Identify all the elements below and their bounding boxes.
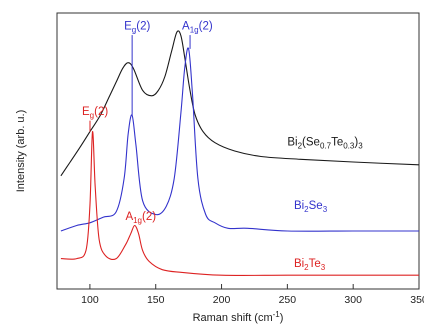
- series-line-0: [60, 30, 420, 177]
- peak-annotation-3: A1g(2): [125, 211, 156, 225]
- x-axis-label-sup: -1: [273, 310, 281, 319]
- series-label-0: Bi2(Se0.7Te0.3)3: [287, 136, 363, 150]
- annotations-group: Eg(2) A1g(2) Eg(2) A1g(2): [82, 21, 213, 225]
- plot-frame: [56, 12, 420, 290]
- peak-annotation-2: Eg(2): [82, 106, 108, 120]
- peak-annotation-0: Eg(2): [124, 21, 150, 35]
- series-group: [60, 30, 420, 276]
- x-axis-label-main: Raman shift (cm: [193, 312, 273, 324]
- x-tick-label: 300: [344, 294, 362, 306]
- x-tick-label: 100: [81, 294, 99, 306]
- x-ticks: 100 150 200 250 300 350: [81, 284, 424, 306]
- x-tick-label: 200: [213, 294, 231, 306]
- series-label-2: Bi2Te3: [294, 258, 326, 272]
- x-tick-label: 250: [279, 294, 297, 306]
- series-line-1: [60, 47, 419, 232]
- x-tick-label: 350: [410, 294, 424, 306]
- peak-annotation-1: A1g(2): [182, 21, 213, 35]
- series-labels: Bi2(Se0.7Te0.3)3 Bi2Se3 Bi2Te3: [287, 136, 363, 271]
- x-axis-label: Raman shift (cm-1): [193, 310, 284, 324]
- x-tick-label: 150: [147, 294, 165, 306]
- series-line-2: [60, 131, 419, 276]
- y-axis-label: Intensity (arb. u.): [15, 110, 27, 193]
- series-label-1: Bi2Se3: [294, 200, 328, 214]
- x-axis-label-end: ): [280, 312, 284, 324]
